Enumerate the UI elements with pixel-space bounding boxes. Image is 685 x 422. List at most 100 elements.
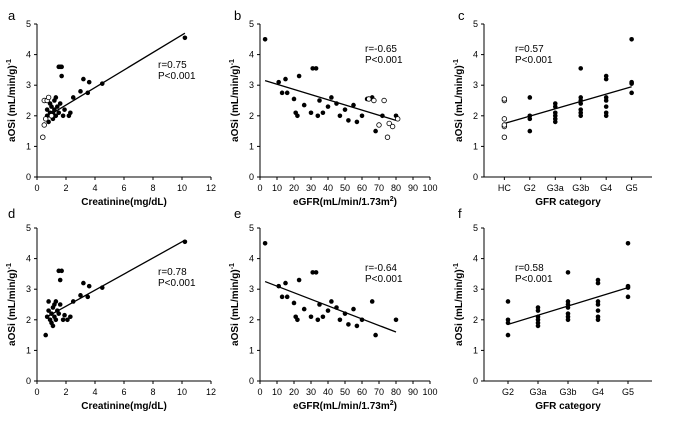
data-point — [329, 299, 334, 304]
x-tick-label: G3a — [547, 183, 564, 193]
data-point — [59, 64, 64, 70]
data-point — [56, 110, 62, 116]
data-point — [295, 317, 300, 323]
data-point — [68, 110, 73, 116]
correlation-coefficient: r=0.57 — [515, 44, 544, 55]
data-point — [625, 241, 631, 246]
data-point — [283, 280, 288, 286]
correlation-coefficient: r=-0.65 — [365, 44, 397, 55]
x-tick-label: 40 — [323, 183, 333, 193]
data-point-open — [501, 122, 508, 128]
y-tick-label: 1 — [473, 141, 478, 151]
data-point — [53, 317, 59, 323]
y-tick-label: 3 — [249, 80, 254, 90]
y-axis-title: aOSi (mL/min/g)-1 — [6, 263, 18, 346]
x-axis-title: eGFR(mL/min/1.73m2) — [293, 400, 397, 412]
data-point — [359, 113, 365, 119]
data-point — [65, 317, 70, 323]
data-point — [351, 306, 356, 312]
y-tick-label: 2 — [473, 111, 478, 121]
x-tick-label: 60 — [357, 387, 367, 397]
data-point — [59, 73, 64, 79]
data-point-open — [381, 97, 387, 104]
data-point-open — [501, 96, 508, 102]
data-point — [182, 239, 188, 245]
data-point — [329, 95, 334, 100]
y-tick-label: 1 — [26, 141, 31, 151]
data-point — [44, 107, 50, 112]
data-point-open — [384, 134, 391, 140]
data-point — [313, 270, 319, 275]
y-tick-label: 5 — [26, 19, 31, 29]
y-tick-label: 4 — [249, 50, 254, 60]
panel-letter: c — [458, 8, 465, 23]
data-point — [317, 98, 322, 103]
data-point — [310, 270, 316, 275]
data-point — [595, 277, 601, 283]
x-tick-label: 100 — [422, 183, 437, 193]
data-point — [276, 283, 282, 289]
regression-line — [264, 280, 397, 333]
x-tick-label: 4 — [92, 183, 97, 193]
data-point — [81, 280, 86, 286]
data-point — [565, 299, 571, 304]
data-point — [578, 95, 584, 100]
data-point — [284, 294, 290, 300]
x-tick-label: 90 — [408, 183, 418, 193]
data-point — [346, 118, 351, 123]
data-point — [320, 314, 326, 320]
x-axis-title: Creatinine(mg/dL) — [81, 401, 167, 412]
x-tick-label: HC — [498, 183, 511, 193]
y-tick-label: 1 — [473, 345, 478, 355]
data-point — [86, 79, 92, 85]
x-tick-label: 0 — [257, 387, 262, 397]
y-tick-label: 1 — [26, 345, 31, 355]
data-point-open — [45, 94, 52, 101]
data-point-open — [501, 116, 508, 122]
data-point — [578, 66, 584, 71]
data-point — [565, 270, 571, 275]
data-point — [60, 113, 66, 119]
data-point — [283, 76, 288, 82]
data-point — [62, 107, 67, 112]
data-point — [262, 241, 268, 246]
data-point — [276, 79, 282, 85]
panel-letter: e — [234, 206, 241, 221]
x-tick-label: 60 — [357, 183, 367, 193]
x-tick-label: 40 — [323, 387, 333, 397]
data-point — [60, 317, 66, 323]
data-point — [393, 317, 399, 323]
y-tick-label: 5 — [473, 19, 478, 29]
y-tick-label: 1 — [249, 345, 254, 355]
data-point — [310, 66, 316, 71]
x-tick-label: 8 — [150, 387, 155, 397]
y-tick-label: 2 — [473, 315, 478, 325]
x-tick-label: G3b — [559, 387, 576, 397]
data-point — [52, 107, 57, 112]
x-tick-label: G4 — [592, 387, 604, 397]
data-point — [317, 302, 322, 307]
data-point — [49, 311, 54, 316]
data-point — [78, 293, 83, 298]
data-point — [308, 314, 314, 320]
panel-letter: d — [8, 206, 15, 221]
p-value: P<0.001 — [515, 274, 553, 285]
data-point — [50, 323, 56, 329]
data-point — [59, 268, 64, 274]
x-tick-label: 20 — [289, 387, 299, 397]
x-axis-title: eGFR(mL/min/1.73m2) — [293, 196, 397, 208]
data-point — [86, 283, 92, 289]
data-point — [325, 104, 331, 109]
data-point — [346, 322, 351, 327]
data-point — [85, 90, 91, 96]
panel-letter: a — [8, 8, 16, 23]
x-tick-label: G2 — [524, 183, 536, 193]
y-tick-label: 2 — [26, 111, 31, 121]
x-axis-title: GFR category — [535, 197, 601, 208]
data-point-open — [389, 123, 396, 130]
p-value: P<0.001 — [158, 278, 196, 289]
data-point-open — [376, 122, 382, 128]
data-point — [43, 332, 48, 338]
data-point-open — [386, 120, 392, 127]
